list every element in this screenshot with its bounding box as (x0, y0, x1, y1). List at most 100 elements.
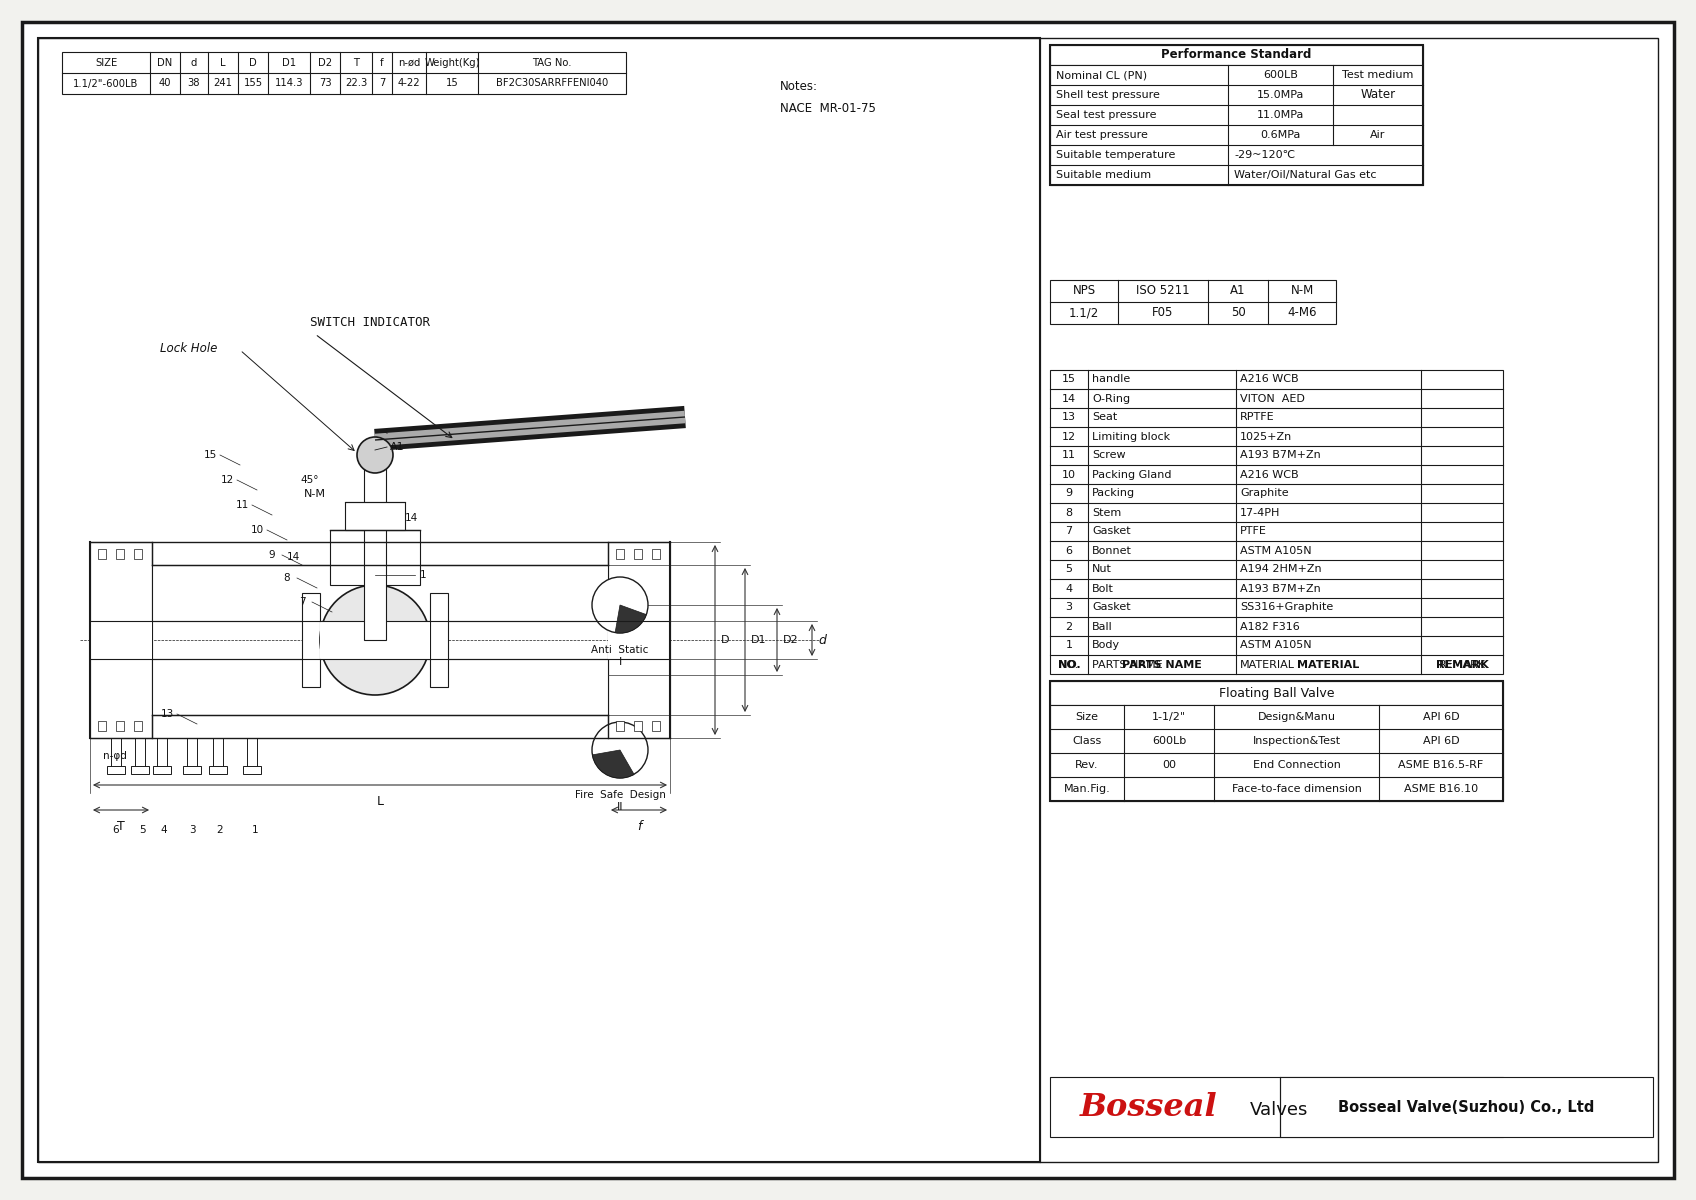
Wedge shape (616, 605, 646, 632)
Bar (131, 766, 149, 774)
Bar (98, 550, 105, 559)
Text: Packing Gland: Packing Gland (1092, 469, 1172, 480)
Text: 4-22: 4-22 (397, 78, 421, 89)
Text: Bonnet: Bonnet (1092, 546, 1131, 556)
Text: A193 B7M+Zn: A193 B7M+Zn (1240, 450, 1321, 461)
Text: 7: 7 (378, 78, 385, 89)
Text: Valves: Valves (1250, 1102, 1308, 1118)
Text: 4: 4 (161, 826, 168, 835)
Text: n-φd: n-φd (103, 751, 127, 761)
Bar (1050, 680, 1503, 802)
Text: RPTFE: RPTFE (1240, 413, 1275, 422)
Bar (153, 565, 607, 622)
Bar (183, 766, 202, 774)
Text: Gasket: Gasket (1092, 602, 1131, 612)
Text: 7: 7 (298, 596, 305, 607)
Bar (115, 550, 124, 559)
Text: 155: 155 (244, 78, 263, 89)
Text: 50: 50 (1231, 306, 1245, 319)
Text: TAG No.: TAG No. (533, 58, 572, 67)
Bar (153, 659, 607, 715)
Text: Air test pressure: Air test pressure (1057, 130, 1148, 140)
Text: 73: 73 (319, 78, 331, 89)
Bar (158, 738, 166, 768)
Text: ASTM A105N: ASTM A105N (1240, 641, 1311, 650)
Text: Anti  Static: Anti Static (592, 646, 648, 655)
Circle shape (592, 577, 648, 634)
Bar (98, 721, 105, 731)
Bar (1050, 65, 1423, 185)
Text: I: I (619, 658, 622, 667)
Text: T: T (353, 58, 360, 67)
Text: 8: 8 (1065, 508, 1072, 517)
Text: D: D (249, 58, 256, 67)
Text: Inspection&Test: Inspection&Test (1252, 736, 1340, 746)
Text: 4-M6: 4-M6 (1287, 306, 1316, 319)
Text: BF2C30SARRFFENI040: BF2C30SARRFFENI040 (495, 78, 609, 89)
Text: f: f (380, 58, 383, 67)
Text: Suitable medium: Suitable medium (1057, 170, 1152, 180)
Bar (1335, 102, 1421, 104)
Text: 15: 15 (204, 450, 217, 460)
Text: Graphite: Graphite (1240, 488, 1289, 498)
Text: Air: Air (1370, 130, 1386, 140)
Text: 11: 11 (236, 500, 249, 510)
Text: 00: 00 (1162, 760, 1175, 770)
Wedge shape (592, 750, 634, 778)
Text: ISO 5211: ISO 5211 (1136, 284, 1191, 298)
Text: N-M: N-M (1291, 284, 1314, 298)
Bar (1050, 1078, 1503, 1138)
Bar (115, 721, 124, 731)
Text: L: L (377, 794, 383, 808)
Text: DN: DN (158, 58, 173, 67)
Text: PTFE: PTFE (1240, 527, 1267, 536)
Text: D2: D2 (784, 635, 799, 646)
Text: 8: 8 (283, 572, 290, 583)
Text: handle: handle (1092, 374, 1130, 384)
Text: SIZE: SIZE (95, 58, 117, 67)
Text: 3: 3 (1065, 602, 1072, 612)
Bar (607, 542, 670, 738)
Bar (63, 52, 626, 94)
Text: Screw: Screw (1092, 450, 1126, 461)
Text: -29~120℃: -29~120℃ (1235, 150, 1296, 160)
Text: Weight(Kg): Weight(Kg) (424, 58, 480, 67)
Bar (344, 502, 405, 530)
Bar (37, 38, 1040, 1162)
Text: 38: 38 (188, 78, 200, 89)
Text: Rev.: Rev. (1075, 760, 1099, 770)
Text: End Connection: End Connection (1253, 760, 1340, 770)
Bar (331, 530, 421, 584)
Text: 14: 14 (405, 514, 419, 523)
Bar (209, 766, 227, 774)
Text: D1: D1 (751, 635, 767, 646)
Bar (344, 502, 405, 530)
Text: 1: 1 (1065, 641, 1072, 650)
Text: 1-1/2": 1-1/2" (1152, 712, 1186, 722)
Text: API 6D: API 6D (1423, 712, 1459, 722)
Text: 9: 9 (268, 550, 275, 560)
Text: F05: F05 (1152, 306, 1174, 319)
Bar (136, 738, 144, 768)
Text: PARTS NAME: PARTS NAME (1123, 660, 1202, 670)
Circle shape (356, 437, 393, 473)
Text: 600Lb: 600Lb (1152, 736, 1186, 746)
Text: Stem: Stem (1092, 508, 1121, 517)
Bar (1050, 680, 1503, 704)
Text: 15: 15 (1062, 374, 1075, 384)
Text: NO.: NO. (1058, 660, 1080, 670)
Text: SWITCH INDICATOR: SWITCH INDICATOR (310, 316, 431, 329)
Text: 11.0MPa: 11.0MPa (1257, 110, 1304, 120)
Bar (616, 721, 624, 731)
Text: Performance Standard: Performance Standard (1162, 48, 1311, 61)
Bar (321, 622, 431, 659)
Text: 12: 12 (220, 475, 234, 485)
Text: Design&Manu: Design&Manu (1257, 712, 1335, 722)
Bar (90, 622, 153, 659)
Text: A1: A1 (390, 442, 405, 452)
Text: Water: Water (1360, 89, 1396, 102)
Text: n-ød: n-ød (399, 58, 421, 67)
Text: A216 WCB: A216 WCB (1240, 469, 1299, 480)
Text: Body: Body (1092, 641, 1119, 650)
Bar (90, 542, 153, 738)
